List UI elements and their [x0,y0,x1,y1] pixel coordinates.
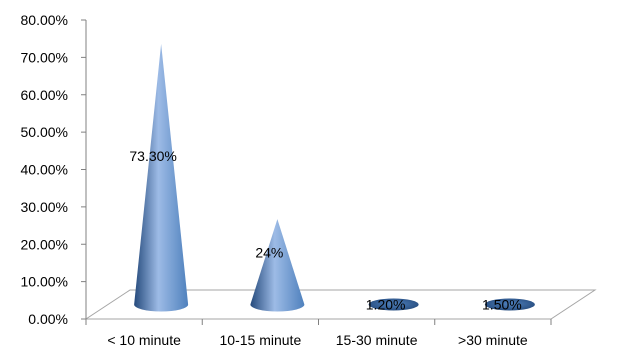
chart-floor [84,289,597,320]
data-label: 1.20% [366,297,406,313]
y-tick-label: 80.00% [21,12,68,28]
cone-bar [368,298,419,311]
y-tick-label: 0.00% [28,311,68,327]
x-axis: < 10 minute 10-15 minute 15-30 minute >30 m… [85,319,552,348]
y-axis: 0.00% 10.00% 20.00% 30.00% 40.00% 50.00% 60.00… [21,12,87,327]
x-tick-label: 15-30 minute [336,332,418,348]
y-tick-label: 60.00% [21,87,68,103]
x-tick-label: < 10 minute [107,332,181,348]
y-tick-label: 70.00% [21,49,68,65]
y-tick-label: 30.00% [21,199,68,215]
y-tick-label: 20.00% [21,236,68,252]
floor-plane [84,289,597,320]
cone-series [134,43,535,312]
x-tick-label: 10-15 minute [220,332,302,348]
y-tick-label: 10.00% [21,274,68,290]
data-labels: 73.30% 24% 1.20% 1.50% [129,148,521,312]
data-label: 73.30% [129,148,176,164]
cone-bar [134,43,189,312]
cone-bar [484,298,535,311]
data-label: 24% [255,245,283,261]
y-tick-label: 40.00% [21,162,68,178]
cone-bar [250,219,305,312]
x-tick-label: >30 minute [458,332,528,348]
y-tick-label: 50.00% [21,124,68,140]
data-label: 1.50% [482,297,522,313]
